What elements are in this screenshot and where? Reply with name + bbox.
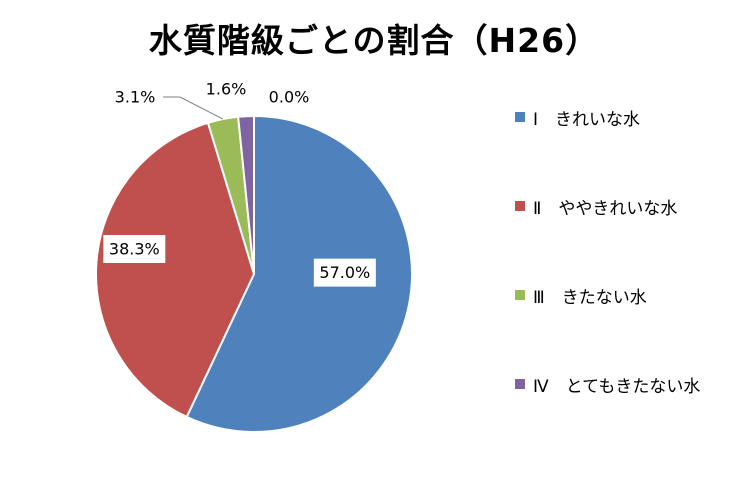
data-label-1: 57.0% — [313, 258, 376, 287]
legend-label-3: Ⅲ きたない水 — [533, 287, 647, 308]
pie-slice-4 — [237, 114, 255, 275]
legend-swatch-1 — [515, 112, 525, 122]
legend-item-4: Ⅳ とてもきたない水 — [515, 368, 745, 400]
legend-item-1: Ⅰ きれいな水 — [515, 101, 745, 133]
legend-swatch-3 — [515, 290, 525, 300]
svg-text:57.0%: 57.0% — [319, 263, 370, 282]
legend-swatch-2 — [515, 201, 525, 211]
legend-swatch-4 — [515, 379, 525, 389]
legend-item-2: Ⅱ ややきれいな水 — [515, 190, 745, 222]
pie-slice-1 — [185, 114, 413, 433]
data-label-2: 38.3% — [103, 234, 166, 263]
pie-slice-2 — [95, 121, 256, 419]
data-label-4: 1.6% — [206, 80, 247, 99]
legend-label-2: Ⅱ ややきれいな水 — [533, 198, 678, 219]
chart-title: 水質階級ごとの割合（H26） — [148, 21, 600, 60]
svg-text:3.1%: 3.1% — [115, 88, 156, 107]
svg-text:0.0%: 0.0% — [269, 88, 310, 107]
legend-item-3: Ⅲ きたない水 — [515, 279, 745, 311]
data-label-5: 0.0% — [269, 88, 310, 107]
data-label-3: 3.1% — [115, 88, 156, 107]
legend-label-1: Ⅰ きれいな水 — [533, 109, 641, 130]
svg-text:1.6%: 1.6% — [206, 80, 247, 99]
legend: Ⅰ きれいな水 Ⅱ ややきれいな水 Ⅲ きたない水 Ⅳ とてもきたない水 — [515, 101, 745, 457]
svg-text:38.3%: 38.3% — [109, 239, 160, 258]
leader-line-3 — [163, 96, 224, 120]
legend-label-4: Ⅳ とてもきたない水 — [533, 376, 701, 397]
